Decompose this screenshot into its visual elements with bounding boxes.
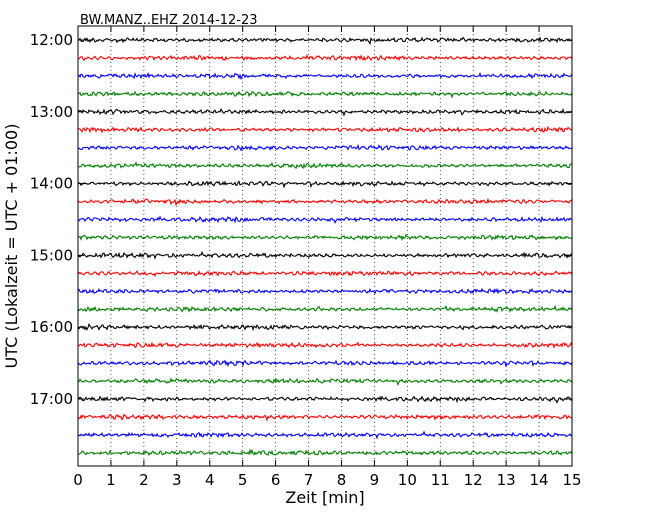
x-tick-label: 0 bbox=[73, 471, 83, 489]
seismic-trace bbox=[77, 377, 573, 387]
seismic-trace bbox=[77, 269, 573, 278]
x-tick-label: 10 bbox=[398, 471, 417, 489]
x-tick-label: 9 bbox=[370, 471, 380, 489]
seismic-trace bbox=[77, 180, 573, 189]
seismic-trace bbox=[77, 323, 573, 332]
y-tick-label: 17:00 bbox=[30, 390, 73, 408]
x-tick-label: 11 bbox=[431, 471, 450, 489]
seismic-trace bbox=[77, 250, 573, 260]
seismic-trace bbox=[77, 430, 573, 440]
trace-group bbox=[77, 36, 573, 457]
grid-lines bbox=[110, 26, 540, 466]
x-tick-label: 13 bbox=[497, 471, 516, 489]
seismic-trace bbox=[77, 125, 573, 134]
seismic-trace bbox=[77, 215, 573, 224]
x-tick-label: 2 bbox=[139, 471, 149, 489]
seismic-trace bbox=[77, 304, 573, 313]
seismic-trace bbox=[77, 233, 573, 241]
y-tick-label: 15:00 bbox=[30, 246, 73, 264]
seismic-trace bbox=[77, 107, 573, 117]
seismic-trace bbox=[77, 395, 573, 404]
x-axis-label: Zeit [min] bbox=[285, 488, 364, 507]
seismic-trace bbox=[77, 53, 573, 62]
y-tick-label: 14:00 bbox=[30, 175, 73, 193]
x-tick-label: 6 bbox=[271, 471, 281, 489]
y-tick-label: 13:00 bbox=[30, 103, 73, 121]
y-tick-label: 12:00 bbox=[30, 31, 73, 49]
chart-title: BW.MANZ..EHZ 2014-12-23 bbox=[80, 13, 258, 28]
x-tick-label: 5 bbox=[238, 471, 248, 489]
plot-frame bbox=[77, 25, 573, 467]
seismic-trace bbox=[77, 287, 573, 295]
x-tick-label: 15 bbox=[562, 471, 581, 489]
axis-ticks: 0 1 2 3 4 5 6 7 8 9 10 11 12 13 14 1512:0013:0014:0015:… bbox=[30, 26, 582, 489]
x-tick-label: 8 bbox=[337, 471, 347, 489]
seismic-trace bbox=[77, 448, 573, 457]
x-tick-label: 4 bbox=[205, 471, 215, 489]
x-tick-label: 1 bbox=[106, 471, 116, 489]
y-axis-label: UTC (Lokalzeit = UTC + 01:00) bbox=[2, 124, 21, 369]
seismic-trace bbox=[77, 413, 573, 422]
y-tick-label: 16:00 bbox=[30, 318, 73, 336]
seismic-trace bbox=[77, 359, 573, 368]
x-tick-label: 3 bbox=[172, 471, 182, 489]
seismic-trace bbox=[77, 143, 573, 152]
x-tick-label: 12 bbox=[464, 471, 483, 489]
seismic-trace bbox=[77, 341, 573, 349]
seismic-trace bbox=[77, 71, 573, 81]
seismic-trace bbox=[77, 197, 573, 207]
x-tick-label: 14 bbox=[530, 471, 549, 489]
seismic-trace bbox=[77, 161, 573, 170]
seismic-trace bbox=[77, 90, 573, 99]
seismic-trace bbox=[77, 36, 573, 46]
x-tick-label: 7 bbox=[304, 471, 314, 489]
